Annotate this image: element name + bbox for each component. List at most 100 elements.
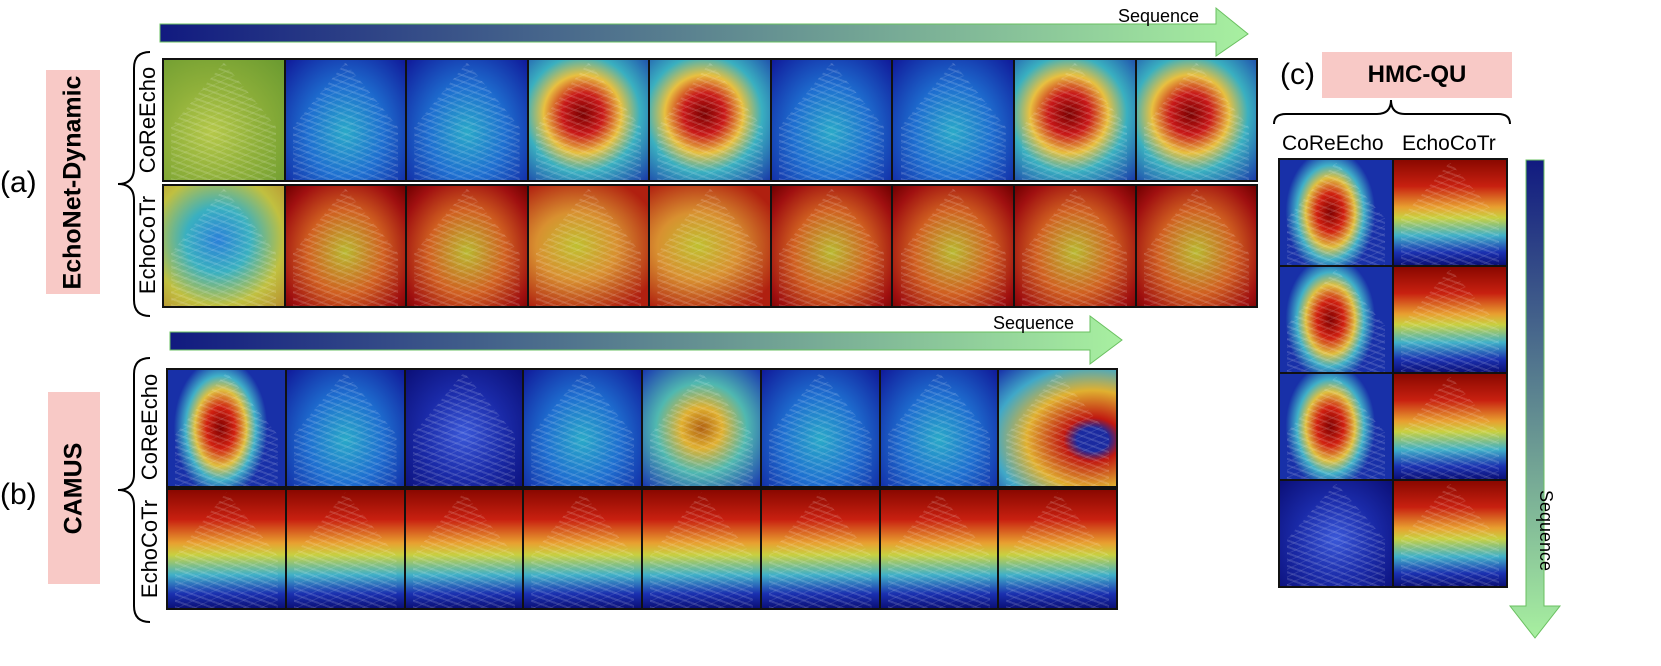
ultrasound-cone (1400, 269, 1500, 372)
ultrasound-cone (414, 62, 520, 180)
ultrasound-cone (171, 188, 277, 306)
ultrasound-cone (650, 372, 753, 486)
heatmap-frame (650, 60, 770, 180)
heatmap-frame (1280, 160, 1392, 265)
panel-b-tag: (b) (0, 478, 37, 511)
heatmap-frame (286, 490, 404, 608)
heatmap-frame (1136, 186, 1257, 306)
sequence-arrow-a (159, 6, 1249, 57)
ultrasound-cone (414, 188, 520, 306)
sequence-label-c: Sequence (1536, 489, 1557, 571)
heatmap-frame (771, 186, 892, 306)
col-label-coreecho-c: CoReEcho (1282, 132, 1384, 155)
frames-b-coreecho (166, 368, 1118, 488)
brace-c (1273, 99, 1511, 125)
brace-b (117, 357, 151, 623)
heatmap-frame (999, 370, 1116, 486)
heatmap-frame (528, 186, 649, 306)
heatmap-frame (407, 186, 527, 306)
heatmap-frame (285, 186, 406, 306)
heatmap-frame (168, 370, 285, 486)
ultrasound-cone (900, 188, 1006, 306)
ultrasound-cone (1022, 188, 1128, 306)
heatmap-frame (880, 490, 998, 608)
heatmap-frame (405, 490, 523, 608)
heatmap-frame (1394, 267, 1506, 372)
heatmap-frame (893, 186, 1013, 306)
sequence-label-a: Sequence (1118, 6, 1200, 26)
heatmap-frame (164, 60, 284, 180)
ultrasound-cone (1286, 269, 1386, 372)
ultrasound-cone (293, 372, 397, 486)
ultrasound-cone (531, 372, 634, 486)
row-label-a-2-wrap: EchoCoTr (134, 184, 162, 306)
heatmap-frame (771, 60, 892, 180)
dataset-label-camus: CAMUS (59, 442, 88, 534)
frames-b-echocotr (166, 488, 1118, 610)
heatmap-frame (286, 370, 404, 486)
heatmap-frame (893, 60, 1013, 180)
dataset-label-echonet: EchoNet-Dynamic (58, 75, 87, 289)
row-label-a-1-wrap: CoReEcho (134, 60, 162, 180)
ultrasound-cone (531, 492, 634, 608)
heatmap-frame (405, 370, 523, 486)
ultrasound-cone (171, 62, 277, 180)
ultrasound-cone (175, 372, 278, 486)
heatmap-frame (1014, 60, 1135, 180)
ultrasound-cone (768, 492, 872, 608)
sequence-label-c-wrap: Sequence (1534, 460, 1558, 600)
ultrasound-cone (1022, 62, 1128, 180)
panel-a-tag: (a) (0, 166, 37, 199)
ultrasound-cone (1286, 376, 1386, 479)
sequence-arrow-b (169, 315, 1123, 365)
heatmap-frame (1014, 186, 1135, 306)
heatmap-frame (650, 186, 770, 306)
heatmap-frame (524, 370, 641, 486)
sequence-arrow-c (1508, 159, 1562, 639)
heatmap-frame (1280, 267, 1392, 372)
ultrasound-cone (650, 492, 753, 608)
ultrasound-cone (1143, 188, 1249, 306)
ultrasound-cone (535, 62, 642, 180)
ultrasound-cone (412, 372, 516, 486)
heatmap-frame (643, 490, 760, 608)
heatmap-frame (880, 370, 998, 486)
ultrasound-cone (1400, 162, 1500, 265)
ultrasound-cone (657, 188, 763, 306)
heatmap-frame (1280, 481, 1392, 586)
panel-c-tag: (c) (1280, 58, 1315, 91)
ultrasound-cone (412, 492, 516, 608)
ultrasound-cone (1006, 492, 1109, 608)
ultrasound-cone (887, 492, 991, 608)
ultrasound-cone (1400, 376, 1500, 479)
dataset-box-echonet: EchoNet-Dynamic (46, 70, 100, 294)
ultrasound-cone (292, 188, 398, 306)
heatmap-frame (528, 60, 649, 180)
row-label-echocotr-b: EchoCoTr (137, 499, 162, 599)
heatmap-frame (761, 490, 879, 608)
heatmap-frame (285, 60, 406, 180)
frames-a-coreecho (162, 58, 1258, 182)
heatmap-frame (407, 60, 527, 180)
heatmap-frame (1394, 481, 1506, 586)
row-label-echocotr-a: EchoCoTr (135, 195, 160, 295)
ultrasound-cone (292, 62, 398, 180)
ultrasound-cone (1286, 162, 1386, 265)
heatmap-frame (999, 490, 1116, 608)
row-label-coreecho-a: CoReEcho (135, 66, 161, 174)
heatmap-frame (643, 370, 760, 486)
ultrasound-cone (900, 62, 1006, 180)
heatmap-frame (168, 490, 285, 608)
row-label-b-1-wrap: CoReEcho (136, 368, 164, 486)
heatmap-frame (1280, 374, 1392, 479)
frames-c-echocotr (1394, 160, 1506, 586)
row-label-coreecho-b: CoReEcho (137, 373, 163, 481)
row-label-b-2-wrap: EchoCoTr (136, 490, 164, 608)
heatmap-frame (1136, 60, 1257, 180)
ultrasound-cone (778, 188, 885, 306)
ultrasound-cone (175, 492, 278, 608)
heatmap-frame (164, 186, 284, 306)
col-label-echocotr-c: EchoCoTr (1402, 132, 1496, 155)
frames-a-echocotr (162, 184, 1258, 308)
ultrasound-cone (293, 492, 397, 608)
